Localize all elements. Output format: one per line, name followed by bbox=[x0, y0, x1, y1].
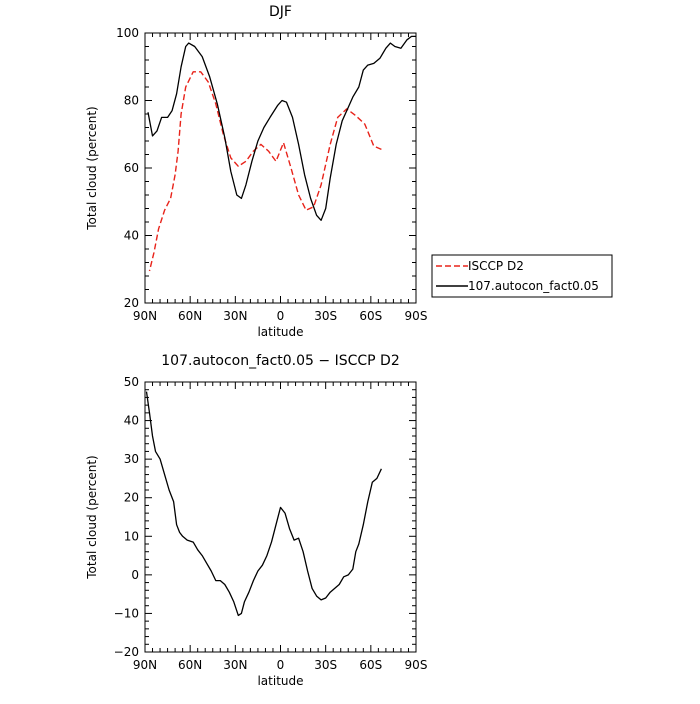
y-tick-label: 60 bbox=[124, 161, 139, 175]
x-tick-label: 0 bbox=[277, 658, 285, 672]
plot-frame-1 bbox=[144, 32, 417, 304]
y-tick-label: −10 bbox=[114, 606, 139, 620]
x-axis-label: latitude bbox=[257, 325, 303, 339]
y-tick-label: 20 bbox=[124, 491, 139, 505]
y-tick-label: 20 bbox=[124, 296, 139, 310]
y-tick-label: 80 bbox=[124, 94, 139, 108]
series-line-difference bbox=[145, 391, 382, 617]
x-tick-label: 30S bbox=[314, 309, 337, 323]
x-tick-label: 30N bbox=[223, 309, 247, 323]
x-tick-label: 90N bbox=[133, 658, 157, 672]
series-line-isccp-d2 bbox=[148, 71, 382, 272]
x-tick-label: 60S bbox=[359, 309, 382, 323]
x-tick-label: 0 bbox=[277, 309, 285, 323]
x-tick-label: 60N bbox=[178, 309, 202, 323]
x-tick-label: 30S bbox=[314, 658, 337, 672]
legend-label: 107.autocon_fact0.05 bbox=[468, 279, 599, 293]
x-tick-label: 30N bbox=[223, 658, 247, 672]
plot-frame-2 bbox=[144, 381, 417, 653]
legend-box bbox=[431, 254, 613, 298]
y-axis-label: Total cloud (percent) bbox=[85, 455, 99, 579]
y-tick-label: 0 bbox=[131, 568, 139, 582]
y-tick-label: 40 bbox=[124, 414, 139, 428]
x-tick-label: 90S bbox=[405, 658, 428, 672]
y-tick-label: 10 bbox=[124, 529, 139, 543]
y-tick-label: 40 bbox=[124, 229, 139, 243]
x-tick-label: 60S bbox=[359, 658, 382, 672]
x-tick-label: 60N bbox=[178, 658, 202, 672]
chart-title: 107.autocon_fact0.05 − ISCCP D2 bbox=[161, 353, 399, 369]
x-tick-label: 90N bbox=[133, 309, 157, 323]
x-axis-label: latitude bbox=[257, 674, 303, 688]
series-line-107-autocon-fact0-05 bbox=[147, 35, 416, 221]
y-tick-label: 100 bbox=[116, 26, 139, 40]
y-tick-label: −20 bbox=[114, 645, 139, 659]
y-tick-label: 50 bbox=[124, 375, 139, 389]
y-axis-label: Total cloud (percent) bbox=[85, 106, 99, 230]
y-tick-label: 30 bbox=[124, 452, 139, 466]
chart-title: DJF bbox=[269, 4, 292, 20]
legend-label: ISCCP D2 bbox=[468, 259, 524, 273]
x-tick-label: 90S bbox=[405, 309, 428, 323]
